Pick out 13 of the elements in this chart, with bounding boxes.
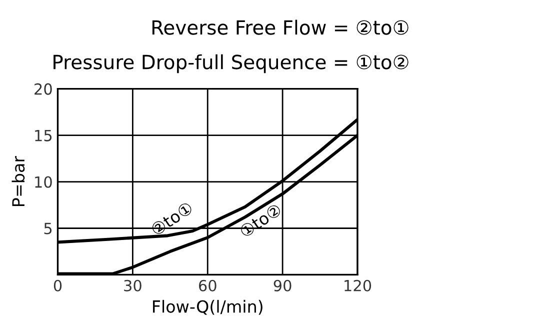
x-tick-label: 0 [54,280,62,292]
y-tick-label: 20 [34,83,52,95]
y-tick-label: 15 [35,130,52,142]
x-axis-title: Flow-Q(l/min) [153,300,262,315]
x-tick-label: 60 [198,280,216,292]
x-tick-label: 120 [344,280,372,292]
y-tick-label: 10 [35,176,52,188]
y-axis-title: P=bar [12,156,25,206]
chart-title: Reverse Free Flow = ②to① [152,20,408,35]
x-tick-label: 90 [274,280,292,292]
y-tick-label: 5 [44,222,52,234]
chart-subtitle: Pressure Drop-full Sequence = ①to② [54,54,408,74]
x-tick-label: 30 [124,280,142,292]
